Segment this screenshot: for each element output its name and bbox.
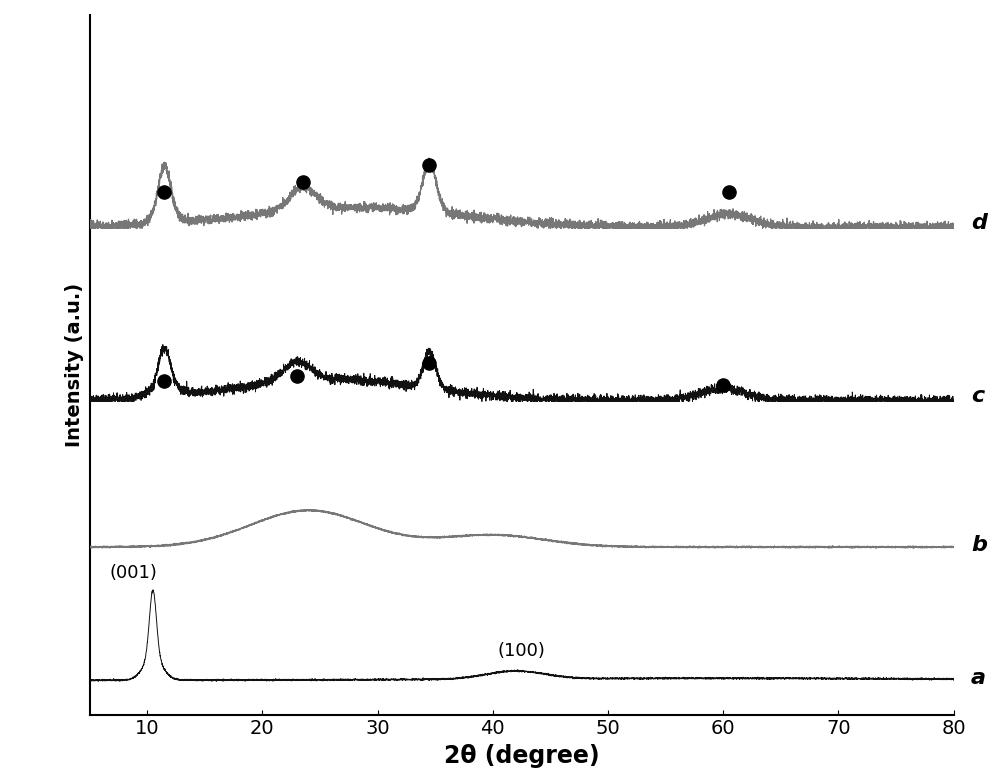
Text: a: a <box>971 668 986 688</box>
Y-axis label: Intensity (a.u.): Intensity (a.u.) <box>65 283 84 447</box>
Text: b: b <box>971 535 987 554</box>
X-axis label: 2θ (degree): 2θ (degree) <box>444 744 599 768</box>
Text: c: c <box>971 386 984 406</box>
Point <box>421 356 437 369</box>
Point <box>721 186 737 198</box>
Point <box>295 175 311 188</box>
Text: d: d <box>971 213 987 233</box>
Point <box>421 159 437 171</box>
Text: (100): (100) <box>498 642 546 660</box>
Point <box>156 375 172 388</box>
Text: (001): (001) <box>109 564 157 582</box>
Point <box>156 186 172 198</box>
Point <box>289 370 305 382</box>
Point <box>715 378 731 391</box>
